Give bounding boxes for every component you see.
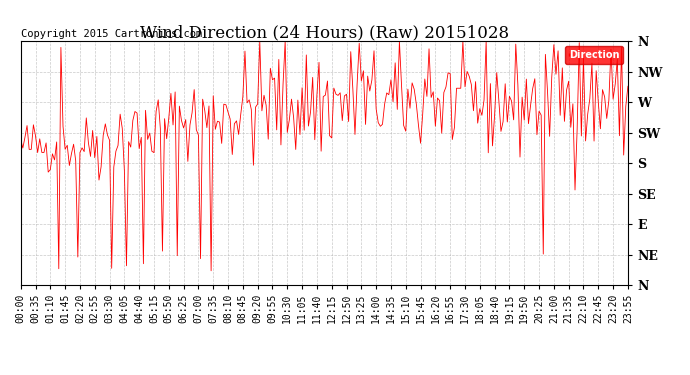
Legend: Direction: Direction bbox=[564, 46, 623, 64]
Text: Copyright 2015 Cartronics.com: Copyright 2015 Cartronics.com bbox=[21, 29, 203, 39]
Title: Wind Direction (24 Hours) (Raw) 20151028: Wind Direction (24 Hours) (Raw) 20151028 bbox=[140, 24, 509, 41]
